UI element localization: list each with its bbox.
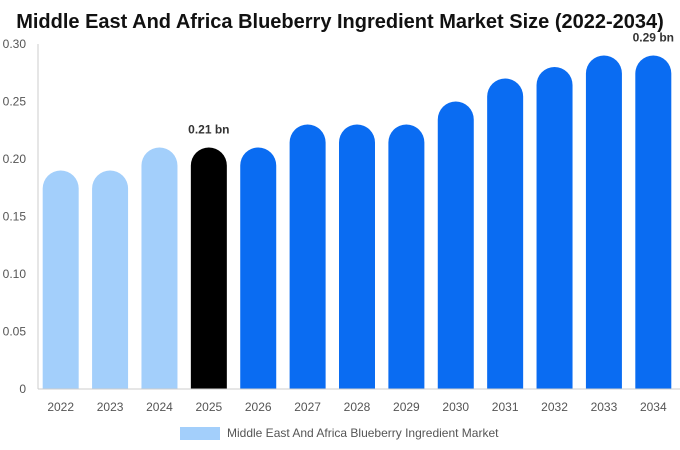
x-tick-label: 2022 xyxy=(47,400,74,414)
x-tick-label: 2031 xyxy=(492,400,519,414)
bar-2031 xyxy=(487,78,524,389)
y-tick-label: 0 xyxy=(19,382,26,396)
bar-2030 xyxy=(437,101,474,389)
legend-swatch xyxy=(180,427,220,440)
x-tick-label: 2024 xyxy=(146,400,173,414)
data-label-2034: 0.29 bn xyxy=(633,31,674,45)
y-tick-label: 0.15 xyxy=(3,210,27,224)
annotations: 0.21 bn 0.29 bn xyxy=(188,31,674,137)
bar-2028 xyxy=(339,124,375,389)
bar-2034 xyxy=(635,55,672,390)
x-tick-label: 2026 xyxy=(245,400,272,414)
legend-label: Middle East And Africa Blueberry Ingredi… xyxy=(227,426,499,440)
y-tick-label: 0.20 xyxy=(3,152,27,166)
x-tick-label: 2033 xyxy=(591,400,618,414)
y-tick-label: 0.10 xyxy=(3,267,27,281)
x-tick-label: 2023 xyxy=(97,400,124,414)
legend: Middle East And Africa Blueberry Ingredi… xyxy=(180,426,499,440)
chart-title: Middle East And Africa Blueberry Ingredi… xyxy=(16,11,664,33)
bar-2023 xyxy=(92,170,129,389)
bar-2027 xyxy=(289,124,326,389)
x-tick-label: 2029 xyxy=(393,400,420,414)
y-tick-label: 0.30 xyxy=(3,37,27,51)
bar-2033 xyxy=(585,55,622,390)
x-tick-label: 2034 xyxy=(640,400,667,414)
x-tick-label: 2025 xyxy=(195,400,222,414)
bar-2022 xyxy=(42,170,79,389)
bar-2032 xyxy=(536,67,573,389)
x-tick-label: 2027 xyxy=(294,400,321,414)
y-tick-label: 0.25 xyxy=(3,95,27,109)
x-tick-label: 2030 xyxy=(442,400,469,414)
x-tick-label: 2032 xyxy=(541,400,568,414)
bar-2029 xyxy=(388,124,425,389)
x-axis: 2022 2023 2024 2025 2026 2027 2028 2029 2030 2031… xyxy=(38,388,680,414)
data-label-2025: 0.21 bn xyxy=(188,123,229,137)
bar-2026 xyxy=(240,147,277,389)
bar-2025 xyxy=(190,147,227,389)
x-tick-label: 2028 xyxy=(344,400,371,414)
y-axis: 0 0.05 0.10 0.15 0.20 0.25 0.30 xyxy=(3,37,39,396)
bars xyxy=(42,55,672,390)
bar-2024 xyxy=(141,147,178,389)
y-tick-label: 0.05 xyxy=(3,325,27,339)
